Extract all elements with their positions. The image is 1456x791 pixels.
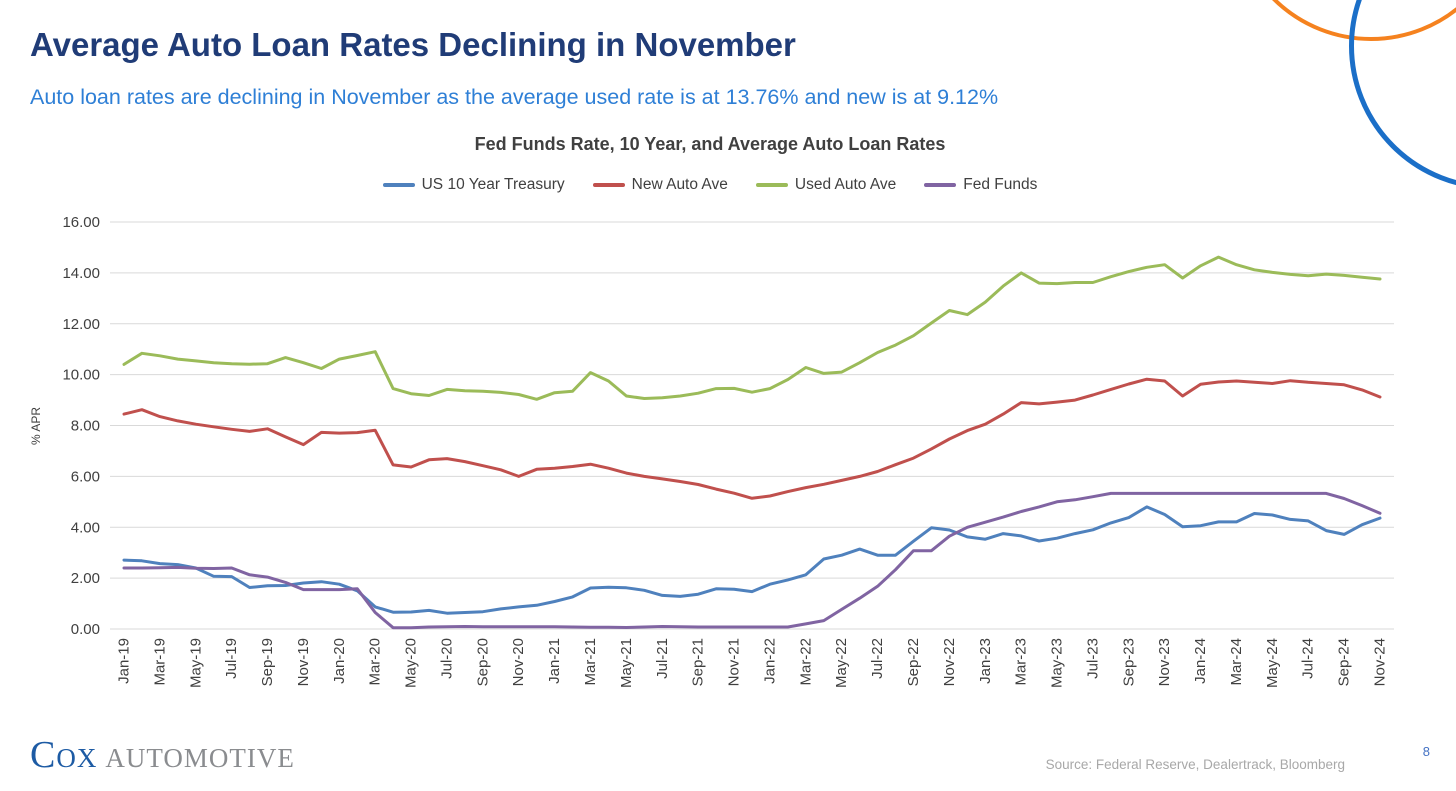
x-axis-tick-label: Mar-19 (151, 638, 168, 686)
x-axis-tick-label: Sep-23 (1120, 638, 1137, 686)
x-axis-tick-label: Jan-20 (331, 638, 348, 684)
x-axis-tick-label: Jan-23 (977, 638, 994, 684)
x-axis-tick-label: Jan-21 (546, 638, 563, 684)
y-axis-title: % APR (29, 407, 43, 445)
y-axis-tick-label: 4.00 (71, 519, 100, 536)
x-axis-tick-label: Jul-20 (438, 638, 455, 679)
x-axis-tick-label: May-19 (187, 638, 204, 688)
legend-line-swatch-blue-icon (382, 183, 415, 187)
x-axis-tick-label: Jul-23 (1084, 638, 1101, 679)
x-axis-tick-label: Mar-23 (1013, 638, 1030, 686)
y-axis-tick-label: 6.00 (71, 468, 100, 485)
y-axis-tick-label: 16.00 (62, 214, 100, 231)
x-axis-tick-label: May-22 (833, 638, 850, 688)
chart-legend: US 10 Year Treasury New Auto Ave Used Au… (110, 176, 1310, 194)
legend-item-us-10-year-treasury: US 10 Year Treasury (382, 176, 565, 194)
x-axis-tick-label: Nov-21 (726, 638, 743, 686)
legend-label: US 10 Year Treasury (421, 176, 565, 193)
x-axis-tick-label: May-23 (1049, 638, 1066, 688)
logo-cox-text: COX (30, 734, 98, 776)
x-axis-tick-label: Nov-19 (295, 638, 312, 686)
y-axis-tick-label: 0.00 (71, 621, 100, 638)
x-axis-tick-label: Mar-24 (1228, 638, 1245, 686)
x-axis-tick-label: Jul-21 (654, 638, 671, 679)
series-line-fed-funds (122, 491, 1382, 630)
x-axis-tick-label: Jul-19 (223, 638, 240, 679)
x-axis-tick-label: Jul-22 (869, 638, 886, 679)
x-axis-tick-label: Jan-19 (116, 638, 133, 684)
page-title: Average Auto Loan Rates Declining in Nov… (30, 26, 796, 63)
x-axis-tick-label: Jan-22 (761, 638, 778, 684)
x-axis-tick-label: Jan-24 (1192, 638, 1209, 684)
series-line-us-10-year-treasury (122, 505, 1382, 615)
series-line-used-auto-ave (122, 255, 1382, 401)
legend-line-swatch-red-icon (592, 183, 625, 187)
y-axis-tick-label: 10.00 (62, 367, 100, 384)
y-axis-tick-label: 8.00 (71, 418, 100, 435)
x-axis-tick-label: May-21 (618, 638, 635, 688)
series-line-new-auto-ave (122, 377, 1382, 500)
legend-item-used-auto-ave: Used Auto Ave (755, 176, 897, 194)
x-axis-tick-label: Nov-24 (1372, 638, 1389, 686)
x-axis-tick-label: Nov-22 (941, 638, 958, 686)
x-axis-tick-label: Sep-20 (474, 638, 491, 686)
chart-title: Fed Funds Rate, 10 Year, and Average Aut… (474, 134, 946, 154)
y-axis-tick-label: 14.00 (62, 265, 100, 282)
legend-item-fed-funds: Fed Funds (924, 176, 1037, 194)
x-axis-tick-label: May-24 (1264, 638, 1281, 688)
x-axis-tick-label: Sep-19 (259, 638, 276, 686)
y-axis-tick-label: 12.00 (62, 316, 100, 333)
x-axis-tick-label: Sep-21 (690, 638, 707, 686)
page-subtitle: Auto loan rates are declining in Novembe… (30, 85, 999, 109)
x-axis-tick-label: Jul-24 (1300, 638, 1317, 679)
x-axis-tick-label: Mar-21 (582, 638, 599, 686)
legend-item-new-auto-ave: New Auto Ave (592, 176, 728, 194)
cox-automotive-logo: COX AUTOMOTIVE (30, 733, 295, 777)
page-number: 8 (1422, 744, 1430, 759)
x-axis-tick-label: Sep-24 (1336, 638, 1353, 686)
x-axis-tick-label: May-20 (403, 638, 420, 688)
legend-label: New Auto Ave (631, 176, 728, 193)
legend-label: Used Auto Ave (794, 176, 897, 193)
legend-line-swatch-purple-icon (924, 183, 957, 187)
legend-label: Fed Funds (963, 176, 1038, 193)
x-axis-tick-label: Sep-22 (905, 638, 922, 686)
x-axis-tick-label: Mar-22 (797, 638, 814, 686)
x-axis-tick-label: Nov-20 (510, 638, 527, 686)
logo-automotive-text: AUTOMOTIVE (105, 743, 295, 773)
x-axis-tick-label: Mar-20 (367, 638, 384, 686)
y-axis-tick-label: 2.00 (71, 570, 100, 587)
x-axis-tick-label: Nov-23 (1156, 638, 1173, 686)
legend-line-swatch-green-icon (755, 183, 788, 187)
source-note: Source: Federal Reserve, Dealertrack, Bl… (1045, 757, 1345, 772)
